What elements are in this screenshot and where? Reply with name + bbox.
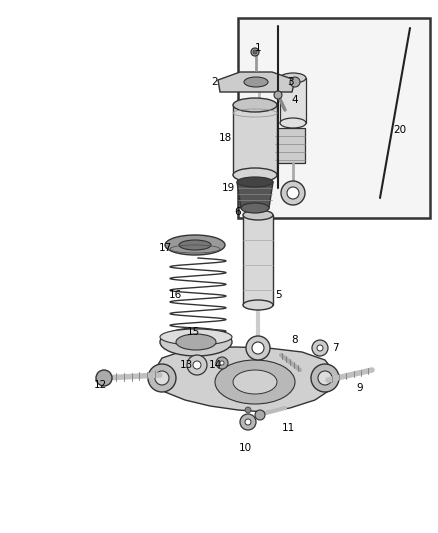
Circle shape [246, 336, 270, 360]
Circle shape [311, 364, 339, 392]
Ellipse shape [241, 203, 269, 213]
Text: 20: 20 [393, 125, 406, 135]
Bar [243, 215, 273, 305]
Circle shape [318, 371, 332, 385]
Text: 6: 6 [235, 207, 241, 217]
Text: 3: 3 [287, 77, 293, 87]
Ellipse shape [244, 77, 268, 87]
Text: 4: 4 [292, 95, 298, 105]
Ellipse shape [233, 98, 277, 112]
Circle shape [312, 340, 328, 356]
Text: 13: 13 [180, 360, 193, 370]
Bar [238, 18, 430, 218]
Circle shape [281, 181, 305, 205]
Text: 1: 1 [254, 43, 261, 53]
Text: 12: 12 [93, 380, 106, 390]
Bar [280, 78, 306, 123]
Text: 16: 16 [168, 290, 182, 300]
Circle shape [290, 77, 300, 87]
Circle shape [96, 370, 112, 386]
Circle shape [148, 364, 176, 392]
Circle shape [245, 419, 251, 425]
Text: 7: 7 [332, 343, 338, 353]
Text: 15: 15 [187, 327, 200, 337]
Circle shape [240, 414, 256, 430]
Ellipse shape [215, 360, 295, 404]
Polygon shape [155, 347, 335, 412]
Text: 14: 14 [208, 360, 222, 370]
Ellipse shape [160, 329, 232, 345]
Polygon shape [218, 72, 295, 92]
Ellipse shape [280, 73, 306, 83]
Text: 18: 18 [219, 133, 232, 143]
Text: 11: 11 [281, 423, 295, 433]
Text: 10: 10 [238, 443, 251, 453]
Ellipse shape [237, 177, 273, 187]
Circle shape [220, 361, 224, 365]
Circle shape [255, 410, 265, 420]
Circle shape [155, 371, 169, 385]
Ellipse shape [243, 300, 273, 310]
Ellipse shape [280, 118, 306, 128]
Text: 8: 8 [292, 335, 298, 345]
Circle shape [252, 342, 264, 354]
Circle shape [251, 48, 259, 56]
Text: 17: 17 [159, 243, 172, 253]
Text: 9: 9 [357, 383, 363, 393]
Ellipse shape [179, 240, 211, 250]
Text: 5: 5 [275, 290, 281, 300]
Circle shape [193, 361, 201, 369]
Circle shape [317, 345, 323, 351]
Bar [275, 128, 305, 163]
Circle shape [245, 407, 251, 413]
Circle shape [287, 187, 299, 199]
Circle shape [187, 355, 207, 375]
Ellipse shape [165, 235, 225, 255]
Ellipse shape [233, 168, 277, 182]
Ellipse shape [160, 328, 232, 356]
Polygon shape [237, 182, 273, 208]
Ellipse shape [233, 370, 277, 394]
Text: 19: 19 [221, 183, 235, 193]
Text: 2: 2 [212, 77, 218, 87]
Bar [233, 105, 277, 175]
Ellipse shape [243, 210, 273, 220]
Circle shape [253, 50, 257, 54]
Ellipse shape [176, 334, 216, 350]
Circle shape [274, 91, 282, 99]
Circle shape [216, 357, 228, 369]
